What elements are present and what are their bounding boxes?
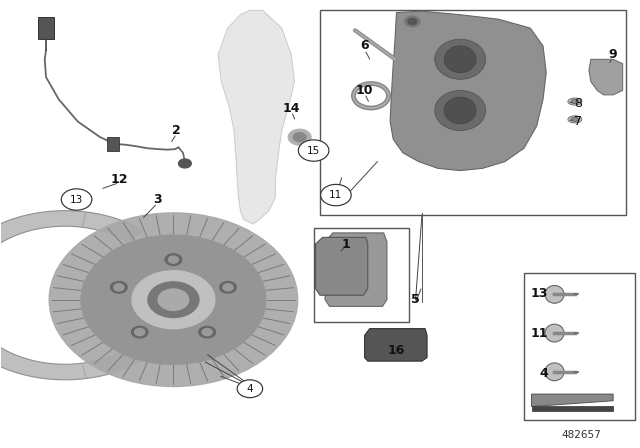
Circle shape: [202, 328, 212, 336]
Ellipse shape: [568, 116, 582, 123]
Ellipse shape: [435, 39, 486, 79]
Polygon shape: [390, 11, 546, 171]
Bar: [106, 137, 119, 151]
Circle shape: [404, 16, 420, 27]
Circle shape: [134, 328, 145, 336]
Circle shape: [49, 213, 298, 387]
Text: 11: 11: [330, 190, 342, 200]
Circle shape: [321, 185, 351, 206]
Circle shape: [131, 326, 148, 338]
Text: 3: 3: [153, 193, 162, 206]
Polygon shape: [218, 10, 294, 224]
Circle shape: [199, 326, 216, 338]
Circle shape: [148, 282, 199, 318]
Text: 16: 16: [388, 345, 405, 358]
Circle shape: [408, 18, 417, 25]
Ellipse shape: [571, 117, 579, 121]
Circle shape: [298, 140, 329, 161]
Text: 8: 8: [574, 97, 582, 110]
Polygon shape: [589, 59, 623, 95]
Polygon shape: [532, 394, 613, 406]
Ellipse shape: [444, 46, 476, 73]
Polygon shape: [0, 211, 143, 380]
Bar: [532, 405, 613, 411]
Bar: [314, 228, 409, 322]
Text: 10: 10: [356, 84, 373, 97]
Text: 4: 4: [540, 366, 548, 379]
Circle shape: [165, 254, 182, 265]
Circle shape: [132, 271, 215, 329]
Text: 482657: 482657: [561, 430, 601, 440]
Ellipse shape: [545, 285, 564, 303]
Text: 5: 5: [412, 293, 420, 306]
Ellipse shape: [444, 97, 476, 124]
Ellipse shape: [545, 363, 564, 381]
Bar: [320, 10, 626, 215]
Bar: [524, 273, 636, 420]
Text: 13: 13: [531, 287, 548, 300]
Circle shape: [81, 235, 266, 364]
Circle shape: [61, 189, 92, 210]
Text: 6: 6: [360, 39, 369, 52]
Text: 12: 12: [111, 173, 128, 186]
Text: 15: 15: [307, 146, 320, 155]
Text: 1: 1: [341, 237, 350, 250]
Circle shape: [111, 281, 127, 293]
Circle shape: [158, 289, 189, 310]
Text: 13: 13: [70, 194, 83, 205]
Circle shape: [293, 133, 306, 142]
Text: 7: 7: [574, 115, 582, 128]
Circle shape: [288, 129, 311, 145]
Circle shape: [179, 159, 191, 168]
Text: 9: 9: [609, 48, 618, 61]
Text: 4: 4: [246, 384, 253, 394]
Polygon shape: [316, 237, 368, 295]
Circle shape: [237, 380, 262, 398]
Polygon shape: [325, 233, 387, 306]
Text: 11: 11: [531, 327, 548, 340]
Ellipse shape: [568, 98, 582, 105]
Bar: [38, 17, 54, 39]
Polygon shape: [365, 329, 427, 361]
Circle shape: [223, 284, 233, 291]
Circle shape: [168, 256, 179, 263]
Ellipse shape: [545, 324, 564, 342]
Text: 2: 2: [172, 124, 181, 137]
Ellipse shape: [435, 90, 486, 130]
Circle shape: [114, 284, 124, 291]
Text: 14: 14: [283, 102, 300, 115]
Ellipse shape: [571, 99, 579, 103]
Circle shape: [220, 281, 236, 293]
